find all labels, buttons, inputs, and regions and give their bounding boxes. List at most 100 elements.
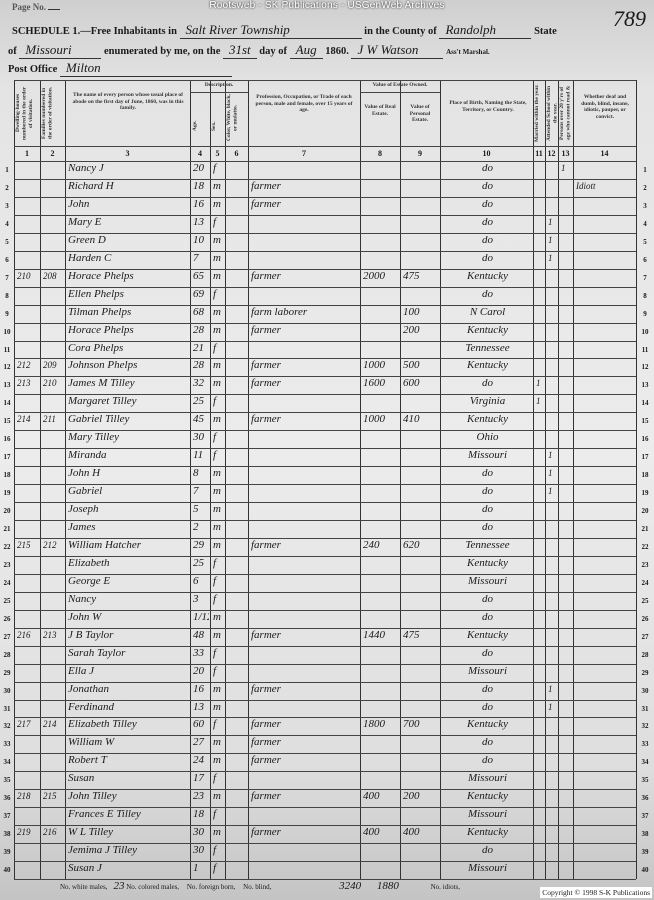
cell-sex: m	[213, 413, 221, 426]
white-males-count: 23	[113, 880, 125, 892]
state: Missouri	[19, 42, 102, 59]
col-2-header: Families numbered in the order of visita…	[41, 86, 54, 140]
cell-birthplace: do	[482, 485, 493, 498]
cell-name: W L Tilley	[68, 826, 114, 839]
cell-name: James M Tilley	[68, 377, 135, 390]
description-group-header: Description.	[204, 82, 234, 88]
cell-name: Nancy J	[68, 162, 104, 174]
white-males-label: No. white males,	[60, 883, 108, 891]
line-number-left: 29	[3, 668, 11, 677]
line-number-left: 37	[3, 812, 11, 821]
row-rule	[14, 789, 636, 791]
row-rule	[14, 861, 636, 863]
line-number-left: 38	[3, 830, 11, 839]
cell-sex: m	[213, 538, 221, 551]
line-number-left: 12	[3, 363, 11, 372]
archive-banner: Rootsweb - SK Publications - USGenWeb Ar…	[209, 0, 445, 11]
cell-name: John Tilley	[68, 790, 117, 803]
cell-birthplace: Kentucky	[467, 323, 508, 336]
cell-age: 23	[193, 790, 204, 803]
cell-personal-estate: 200	[403, 790, 420, 803]
cell-personal-estate: 410	[403, 413, 420, 426]
cell-name: Horace Phelps	[68, 269, 134, 282]
cell-birthplace: do	[482, 197, 493, 210]
cell-married: 1	[536, 396, 541, 407]
line-number-left: 17	[3, 453, 11, 462]
line-number-left: 11	[3, 345, 11, 354]
column-rule	[190, 80, 191, 879]
column-rule	[65, 80, 66, 879]
cell-age: 18	[193, 179, 204, 192]
line-number-right: 11	[641, 345, 649, 354]
line-number-right: 8	[643, 291, 647, 300]
cell-occupation: farmer	[251, 377, 281, 390]
cell-name: Ella J	[68, 664, 94, 677]
cell-age: 25	[193, 395, 204, 408]
cell-occupation: farmer	[251, 718, 281, 731]
col-4-header: Age.	[192, 120, 198, 132]
row-rule	[14, 681, 636, 683]
line-number-left: 34	[3, 758, 11, 767]
cell-sex: m	[213, 269, 221, 282]
cell-dwelling: 219	[17, 827, 31, 838]
cell-age: 3	[193, 592, 199, 605]
cell-birthplace: do	[482, 215, 493, 228]
cell-sex: f	[213, 592, 217, 605]
cell-birthplace: do	[482, 179, 493, 192]
cell-family: 215	[43, 791, 57, 802]
row-rule	[14, 80, 636, 81]
marshal: J W Watson	[351, 42, 444, 59]
column-rule	[210, 80, 211, 879]
row-rule	[14, 609, 636, 611]
line-number-left: 27	[3, 632, 11, 641]
line-number-left: 35	[3, 776, 11, 785]
row-rule	[14, 430, 636, 432]
cell-sex: f	[213, 664, 217, 677]
line-number-right: 19	[641, 489, 649, 498]
line-number-left: 25	[3, 596, 11, 605]
cell-birthplace: Ohio	[476, 431, 499, 444]
line-number-left: 19	[3, 489, 11, 498]
column-rule	[545, 80, 546, 879]
cell-age: 1/12	[193, 610, 209, 623]
schedule-line: SCHEDULE 1.—Free Inhabitants in Salt Riv…	[12, 22, 557, 39]
cell-name: Mary E	[68, 215, 102, 228]
cell-name: Nancy	[68, 592, 97, 605]
cell-name: Jonathan	[68, 682, 109, 695]
line-number-left: 33	[3, 740, 11, 749]
row-rule	[14, 807, 636, 809]
cell-occupation: farmer	[251, 790, 281, 803]
group-rule	[360, 92, 440, 93]
cell-age: 69	[193, 287, 204, 300]
cell-birthplace: Missouri	[467, 664, 508, 677]
cell-condition: Idiott	[576, 180, 596, 191]
cell-birthplace: do	[482, 610, 493, 623]
cell-birthplace: Kentucky	[467, 826, 508, 839]
cell-occupation: farmer	[251, 754, 281, 767]
cell-occupation: farmer	[251, 538, 281, 551]
cell-birthplace: Kentucky	[467, 790, 508, 803]
col-9-header: Value of Personal Estate.	[409, 104, 431, 123]
page-totals: No. white males, 23 No. colored males, No…	[60, 880, 466, 892]
cell-family: 216	[43, 827, 57, 838]
cell-personal-estate: 620	[403, 538, 420, 551]
row-rule	[14, 376, 636, 378]
cell-sex: f	[213, 215, 217, 228]
cell-occupation: farmer	[251, 413, 281, 426]
cell-sex: m	[213, 485, 221, 498]
cell-age: 7	[193, 251, 199, 264]
row-rule	[14, 520, 636, 521]
cell-name: William Hatcher	[68, 538, 142, 551]
cell-birthplace: N Carol	[469, 305, 506, 318]
cell-real-estate: 1440	[363, 628, 385, 641]
cell-name: Mary Tilley	[68, 431, 120, 444]
cell-sex: f	[213, 844, 217, 857]
column-rule	[400, 80, 401, 879]
cell-age: 30	[193, 826, 204, 839]
row-rule	[14, 537, 636, 539]
line-number-right: 36	[641, 794, 649, 803]
line-number-right: 10	[641, 327, 649, 336]
cell-sex: m	[213, 610, 221, 623]
cell-age: 17	[193, 772, 204, 785]
cell-personal-estate: 400	[403, 826, 420, 839]
